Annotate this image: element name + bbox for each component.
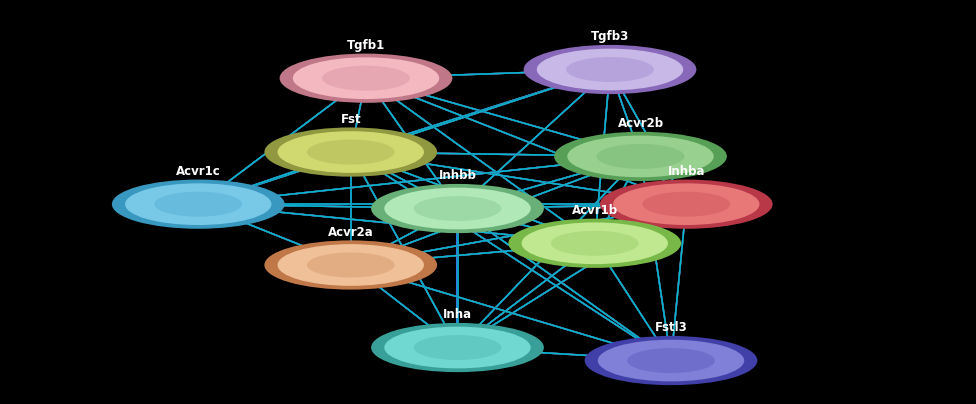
Circle shape [371,323,544,372]
Circle shape [550,231,638,256]
Circle shape [567,135,713,177]
Circle shape [521,223,668,264]
Circle shape [554,132,727,181]
Circle shape [112,179,285,229]
Circle shape [414,335,502,360]
Text: Acvr1c: Acvr1c [176,165,221,178]
Circle shape [385,327,531,368]
Circle shape [280,54,453,103]
Circle shape [596,144,684,169]
Text: Acvr2a: Acvr2a [328,226,374,239]
Circle shape [264,240,437,290]
Circle shape [537,48,683,90]
Circle shape [306,252,394,278]
Text: Inhba: Inhba [668,165,705,178]
Circle shape [628,348,714,373]
Circle shape [125,183,271,225]
Circle shape [597,340,745,381]
Text: Tgfb1: Tgfb1 [346,39,386,52]
Circle shape [293,57,439,99]
Text: Fst: Fst [341,113,361,126]
Text: Inhbb: Inhbb [438,169,476,183]
Circle shape [414,196,502,221]
Text: Tgfb3: Tgfb3 [590,30,630,44]
Circle shape [508,219,681,268]
Circle shape [600,179,773,229]
Text: Acvr2b: Acvr2b [618,117,664,130]
Circle shape [277,131,424,173]
Text: Inha: Inha [443,309,472,322]
Text: Acvr1b: Acvr1b [572,204,618,217]
Circle shape [306,139,394,164]
Circle shape [371,184,544,233]
Text: Fstl3: Fstl3 [655,322,687,335]
Circle shape [613,183,759,225]
Circle shape [385,188,531,229]
Circle shape [585,336,757,385]
Circle shape [642,191,730,217]
Circle shape [322,66,410,91]
Circle shape [277,244,424,286]
Circle shape [264,127,437,177]
Circle shape [154,191,242,217]
Circle shape [566,57,654,82]
Circle shape [524,45,697,94]
